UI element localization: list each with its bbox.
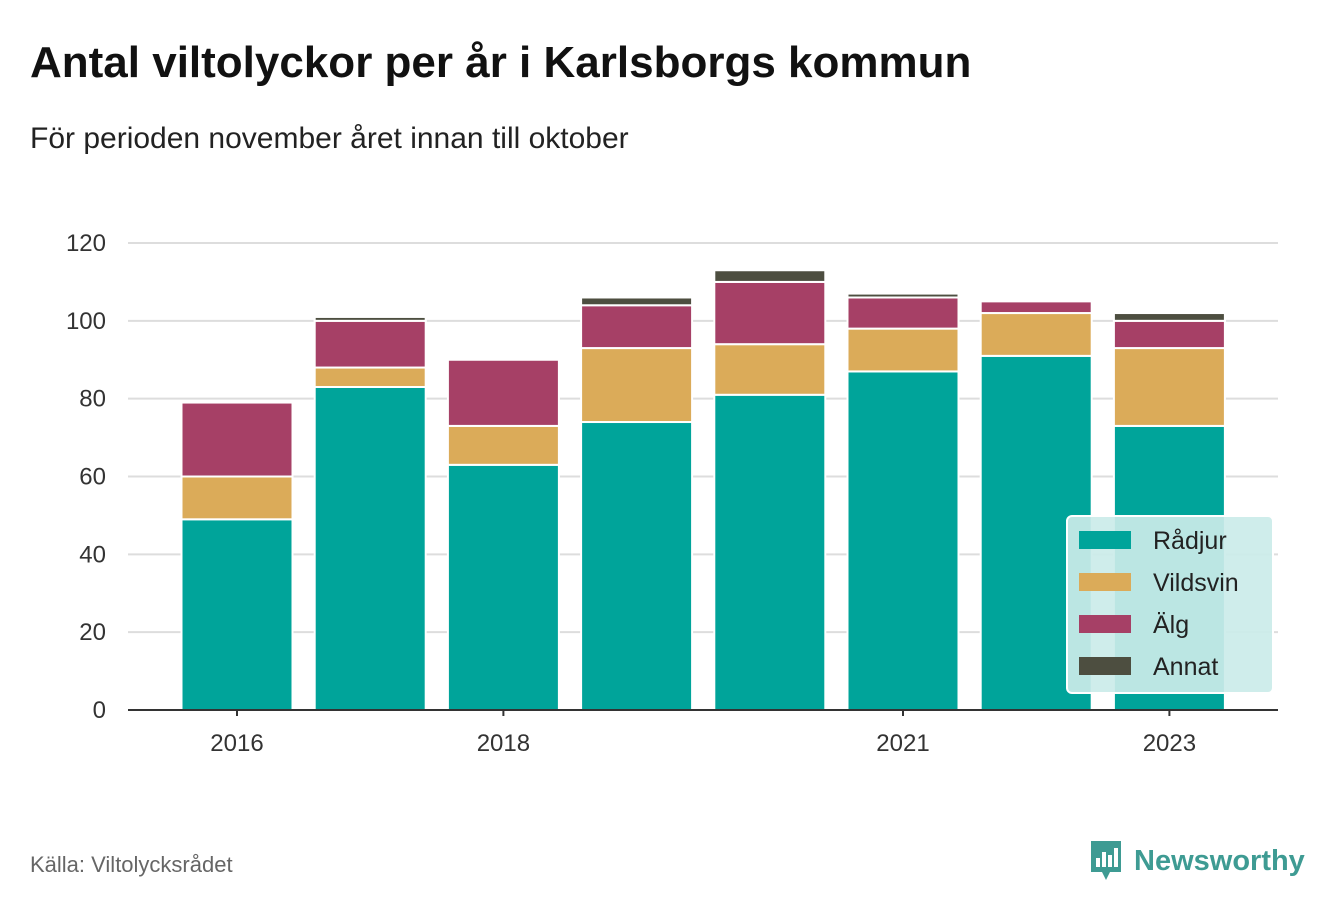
bar-segment-vildsvin: [713, 343, 827, 396]
bar-segment-vildsvin: [180, 475, 294, 521]
bar-segment-annat: [580, 296, 694, 307]
bar-segment-annat: [1112, 312, 1226, 322]
y-tick-label: 40: [79, 541, 106, 568]
y-tick-label: 80: [79, 386, 106, 413]
legend-swatch-rådjur: [1079, 531, 1131, 549]
bar-segment-älg: [1112, 319, 1226, 350]
bar-segment-rådjur: [313, 385, 427, 711]
bar-segment-rådjur: [180, 518, 294, 712]
newsworthy-logo-icon: [1091, 841, 1121, 880]
bar-segment-annat: [846, 292, 960, 299]
bar-segment-vildsvin: [846, 327, 960, 373]
bar-segment-älg: [446, 358, 560, 427]
source-note: Källa: Viltolycksrådet: [30, 852, 233, 877]
y-tick-label: 100: [66, 308, 106, 335]
bar-segment-älg: [580, 304, 694, 350]
bar-segment-vildsvin: [580, 347, 694, 424]
bar-segment-rådjur: [713, 393, 827, 711]
bar-segment-älg: [979, 300, 1093, 315]
bar-segment-vildsvin: [1112, 347, 1226, 427]
bar-segment-älg: [180, 401, 294, 478]
x-tick-label: 2016: [210, 730, 263, 757]
legend-box: [1066, 515, 1274, 694]
legend-label: Annat: [1153, 653, 1218, 681]
x-tick-label: 2021: [876, 730, 929, 757]
bar-segment-rådjur: [446, 463, 560, 712]
bar-segment-älg: [313, 319, 427, 369]
legend-label: Älg: [1153, 611, 1189, 639]
bar-segment-rådjur: [580, 421, 694, 711]
bar-segment-rådjur: [846, 370, 960, 711]
bar-segment-vildsvin: [446, 424, 560, 466]
legend-swatch-älg: [1079, 615, 1131, 633]
y-tick-label: 20: [79, 619, 106, 646]
legend-label: Rådjur: [1153, 527, 1227, 555]
legend-label: Vildsvin: [1153, 569, 1239, 597]
bar-segment-vildsvin: [979, 312, 1093, 357]
chart-title: Antal viltolyckor per år i Karlsborgs ko…: [30, 38, 972, 87]
x-tick-label: 2023: [1143, 730, 1196, 757]
y-tick-label: 60: [79, 464, 106, 491]
legend-swatch-annat: [1079, 657, 1131, 675]
bar-segment-annat: [713, 269, 827, 283]
bar-segment-älg: [713, 280, 827, 346]
brand-logo: Newsworthy: [1088, 838, 1305, 884]
legend-swatch-vildsvin: [1079, 573, 1131, 591]
bar-segment-älg: [846, 296, 960, 330]
x-tick-label: 2018: [477, 730, 530, 757]
chart-subtitle: För perioden november året innan till ok…: [30, 122, 629, 155]
y-tick-label: 0: [93, 697, 106, 724]
bar-segment-vildsvin: [313, 366, 427, 388]
y-tick-label: 120: [66, 230, 106, 257]
brand-name: Newsworthy: [1134, 844, 1305, 877]
bar-segment-annat: [313, 315, 427, 322]
